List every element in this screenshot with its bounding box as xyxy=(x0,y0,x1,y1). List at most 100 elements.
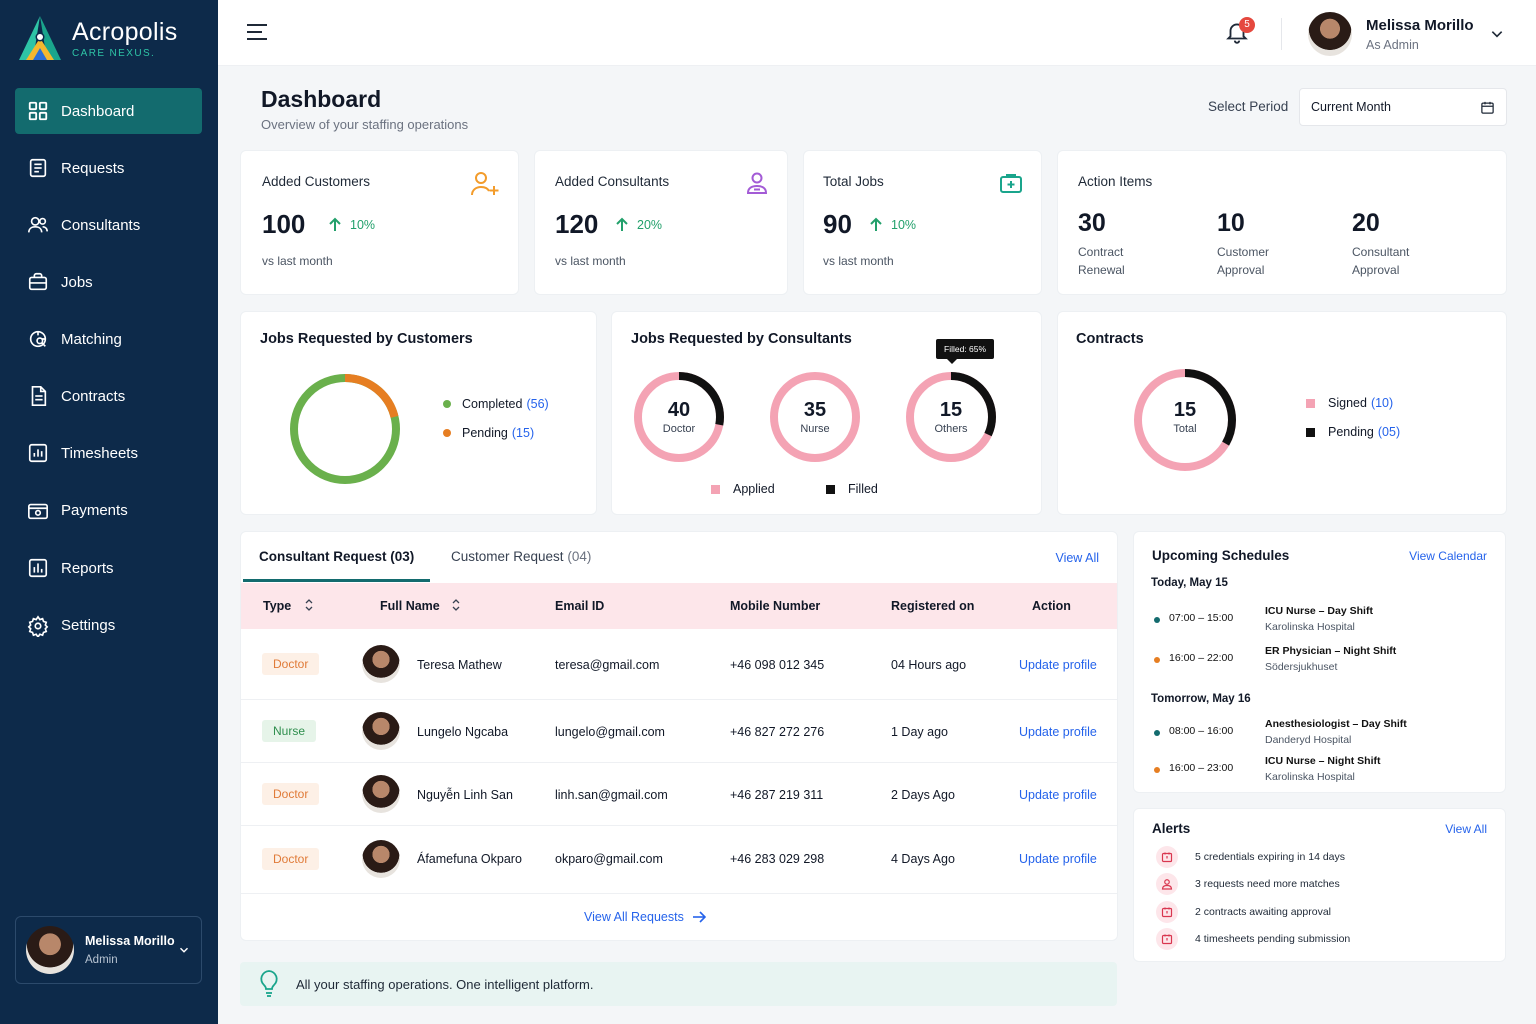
sidebar-user-card[interactable]: Melissa Morillo Admin xyxy=(15,916,202,984)
menu-icon[interactable] xyxy=(246,23,268,41)
settings-icon xyxy=(27,614,49,637)
legend-count: (05) xyxy=(1377,425,1401,439)
view-all-link[interactable]: View All xyxy=(1055,551,1099,565)
alert-item[interactable]: 5 credentials expiring in 14 days xyxy=(1156,846,1345,868)
ring-others xyxy=(906,372,996,462)
email: lungelo@gmail.com xyxy=(555,725,665,739)
alert-text: 4 timesheets pending submission xyxy=(1195,933,1351,945)
contracts-donut xyxy=(1134,369,1236,471)
arrow-right-icon xyxy=(692,911,706,923)
sidebar-item-contracts[interactable]: Contracts xyxy=(15,373,202,419)
card-title: Upcoming Schedules xyxy=(1152,548,1290,563)
requests-icon xyxy=(29,158,47,178)
sidebar-item-payments[interactable]: Payments xyxy=(15,488,202,534)
legend-applied: Applied xyxy=(711,482,775,496)
avatar xyxy=(1308,12,1352,56)
registered-on: 1 Day ago xyxy=(891,725,948,739)
status-dot xyxy=(1154,617,1160,623)
table-header: Type Full Name Email ID Mobile Number Re… xyxy=(241,583,1117,629)
view-calendar-link[interactable]: View Calendar xyxy=(1409,549,1487,563)
matching-icon xyxy=(29,330,47,348)
stat-card-customers: Added Customers 100 10% vs last month xyxy=(240,150,519,295)
user-alert-icon xyxy=(1156,873,1178,895)
mobile-number: +46 098 012 345 xyxy=(730,658,825,672)
calendar-alert-icon xyxy=(1156,901,1178,923)
sidebar-user-name: Melissa Morillo xyxy=(85,934,175,948)
chevron-down-icon[interactable] xyxy=(1490,29,1504,39)
topbar-user-role: As Admin xyxy=(1366,37,1419,52)
email: linh.san@gmail.com xyxy=(555,788,668,802)
full-name: Lungelo Ngcaba xyxy=(417,725,509,739)
column-full-name[interactable]: Full Name xyxy=(380,599,460,613)
donut-segment-pending xyxy=(290,374,400,484)
full-name: Áfamefuna Okparo xyxy=(417,852,522,866)
sidebar-item-reports[interactable]: Reports xyxy=(15,545,202,591)
update-profile-link[interactable]: Update profile xyxy=(1019,788,1097,802)
brand-logo[interactable]: Acropolis CARE NEXUS. xyxy=(16,14,178,62)
action-item-label[interactable]: Contract Renewal xyxy=(1078,245,1125,277)
period-select[interactable]: Current Month xyxy=(1299,88,1507,126)
legend-label: Signed xyxy=(1328,396,1367,410)
action-item-label[interactable]: Customer Approval xyxy=(1217,245,1270,277)
sidebar-item-label: Requests xyxy=(61,159,125,177)
update-profile-link[interactable]: Update profile xyxy=(1019,852,1097,866)
table-row: Doctor Áfamefuna Okparo okparo@gmail.com… xyxy=(241,826,1117,894)
sidebar-item-label: Reports xyxy=(61,559,114,577)
sidebar-item-matching[interactable]: Matching xyxy=(15,316,202,362)
alert-text: 2 contracts awaiting approval xyxy=(1195,906,1331,918)
column-label: Full Name xyxy=(380,599,440,613)
shift-title: Anesthesiologist – Day Shift xyxy=(1265,718,1407,730)
stat-change: 10% xyxy=(869,217,916,232)
update-profile-link[interactable]: Update profile xyxy=(1019,725,1097,739)
action-item-label[interactable]: Consultant Approval xyxy=(1352,245,1410,277)
briefcase-icon xyxy=(1000,174,1022,193)
card-title: Contracts xyxy=(1076,331,1144,347)
notification-badge: 5 xyxy=(1239,17,1255,33)
legend-pending: Pending (05) xyxy=(1306,425,1400,439)
status-dot xyxy=(1154,657,1160,663)
ring-doctor xyxy=(634,372,724,462)
sidebar-item-label: Settings xyxy=(61,617,116,634)
table-row: Nurse Lungelo Ngcaba lungelo@gmail.com +… xyxy=(241,700,1117,763)
sidebar-item-settings[interactable]: Settings xyxy=(15,603,202,649)
brand-tagline: CARE NEXUS. xyxy=(72,47,156,59)
ring-applied xyxy=(770,372,860,462)
stat-card-jobs: Total Jobs 90 10% vs last month xyxy=(803,150,1042,295)
alert-text: 3 requests need more matches xyxy=(1195,878,1340,890)
table-row: Doctor Teresa Mathew teresa@gmail.com +4… xyxy=(241,629,1117,700)
view-all-alerts-link[interactable]: View All xyxy=(1445,822,1487,836)
chevron-down-icon[interactable] xyxy=(177,943,191,957)
sidebar-item-jobs[interactable]: Jobs xyxy=(15,259,202,305)
ring-label: 35 Nurse xyxy=(768,399,862,435)
add-user-icon xyxy=(471,172,499,196)
alert-item[interactable]: 4 timesheets pending submission xyxy=(1156,928,1350,950)
jobs-icon xyxy=(28,272,48,291)
arrow-up-icon xyxy=(329,217,341,231)
alert-item[interactable]: 2 contracts awaiting approval xyxy=(1156,901,1331,923)
period-value: Current Month xyxy=(1311,100,1391,114)
legend-swatch xyxy=(826,484,835,494)
dashboard-icon xyxy=(28,101,48,121)
status-dot xyxy=(1154,767,1160,773)
lightbulb-icon xyxy=(260,970,278,997)
view-all-requests-link[interactable]: View All Requests xyxy=(584,910,706,924)
sidebar-item-requests[interactable]: Requests xyxy=(15,145,202,191)
type-badge: Nurse xyxy=(262,720,317,742)
legend-swatch xyxy=(711,484,720,494)
topbar-user[interactable]: Melissa Morillo As Admin xyxy=(1308,12,1474,56)
tab-customer-request[interactable]: Customer Request (04) xyxy=(451,549,591,564)
column-type[interactable]: Type xyxy=(263,599,313,613)
action-item-value: 10 xyxy=(1217,209,1245,237)
shift-place: Karolinska Hospital xyxy=(1265,771,1355,783)
full-name: Teresa Mathew xyxy=(417,658,502,672)
registered-on: 4 Days Ago xyxy=(891,852,955,866)
type-badge: Doctor xyxy=(262,783,320,805)
tab-consultant-request[interactable]: Consultant Request (03) xyxy=(259,549,415,564)
sidebar-item-consultants[interactable]: Consultants xyxy=(15,202,202,248)
update-profile-link[interactable]: Update profile xyxy=(1019,658,1097,672)
sidebar-item-timesheets[interactable]: Timesheets xyxy=(15,430,202,476)
sidebar-item-dashboard[interactable]: Dashboard xyxy=(15,88,202,134)
donut-segment-pending xyxy=(1134,369,1236,471)
type-badge: Doctor xyxy=(262,848,320,870)
alert-item[interactable]: 3 requests need more matches xyxy=(1156,873,1340,895)
